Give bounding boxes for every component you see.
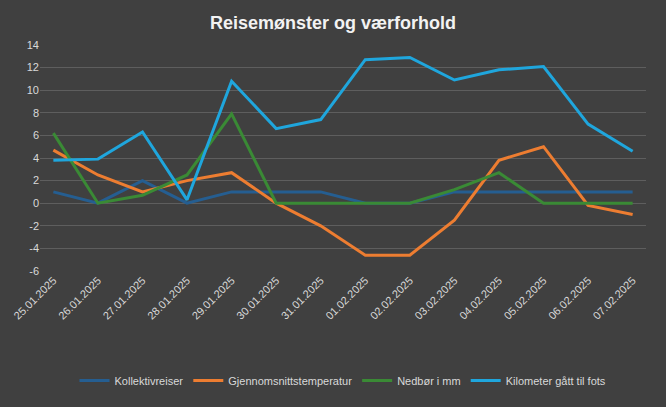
svg-text:01.02.2025: 01.02.2025 — [323, 274, 370, 321]
svg-text:31.01.2025: 31.01.2025 — [279, 274, 326, 321]
svg-text:Kollektivreiser: Kollektivreiser — [115, 375, 184, 387]
svg-text:04.02.2025: 04.02.2025 — [457, 274, 504, 321]
svg-text:28.01.2025: 28.01.2025 — [145, 274, 192, 321]
svg-text:Reisemønster og værforhold: Reisemønster og værforhold — [210, 13, 456, 33]
svg-text:27.01.2025: 27.01.2025 — [100, 274, 147, 321]
svg-text:07.02.2025: 07.02.2025 — [591, 274, 638, 321]
svg-text:10: 10 — [27, 84, 39, 96]
svg-text:2: 2 — [33, 174, 39, 186]
svg-text:0: 0 — [33, 197, 39, 209]
svg-text:Kilometer gått til fots: Kilometer gått til fots — [506, 375, 606, 387]
svg-text:Gjennomsnittstemperatur: Gjennomsnittstemperatur — [228, 375, 352, 387]
svg-text:02.02.2025: 02.02.2025 — [368, 274, 415, 321]
svg-text:Nedbør i mm: Nedbør i mm — [397, 375, 461, 387]
svg-text:03.02.2025: 03.02.2025 — [412, 274, 459, 321]
svg-text:05.02.2025: 05.02.2025 — [501, 274, 548, 321]
svg-text:26.01.2025: 26.01.2025 — [56, 274, 103, 321]
svg-text:6: 6 — [33, 129, 39, 141]
svg-text:29.01.2025: 29.01.2025 — [189, 274, 236, 321]
svg-text:30.01.2025: 30.01.2025 — [234, 274, 281, 321]
svg-text:06.02.2025: 06.02.2025 — [546, 274, 593, 321]
svg-text:4: 4 — [33, 152, 39, 164]
svg-text:14: 14 — [27, 39, 39, 51]
svg-text:-6: -6 — [29, 265, 39, 277]
svg-text:-2: -2 — [29, 220, 39, 232]
svg-text:8: 8 — [33, 107, 39, 119]
svg-text:-4: -4 — [29, 242, 39, 254]
svg-text:12: 12 — [27, 61, 39, 73]
svg-text:25.01.2025: 25.01.2025 — [11, 274, 58, 321]
